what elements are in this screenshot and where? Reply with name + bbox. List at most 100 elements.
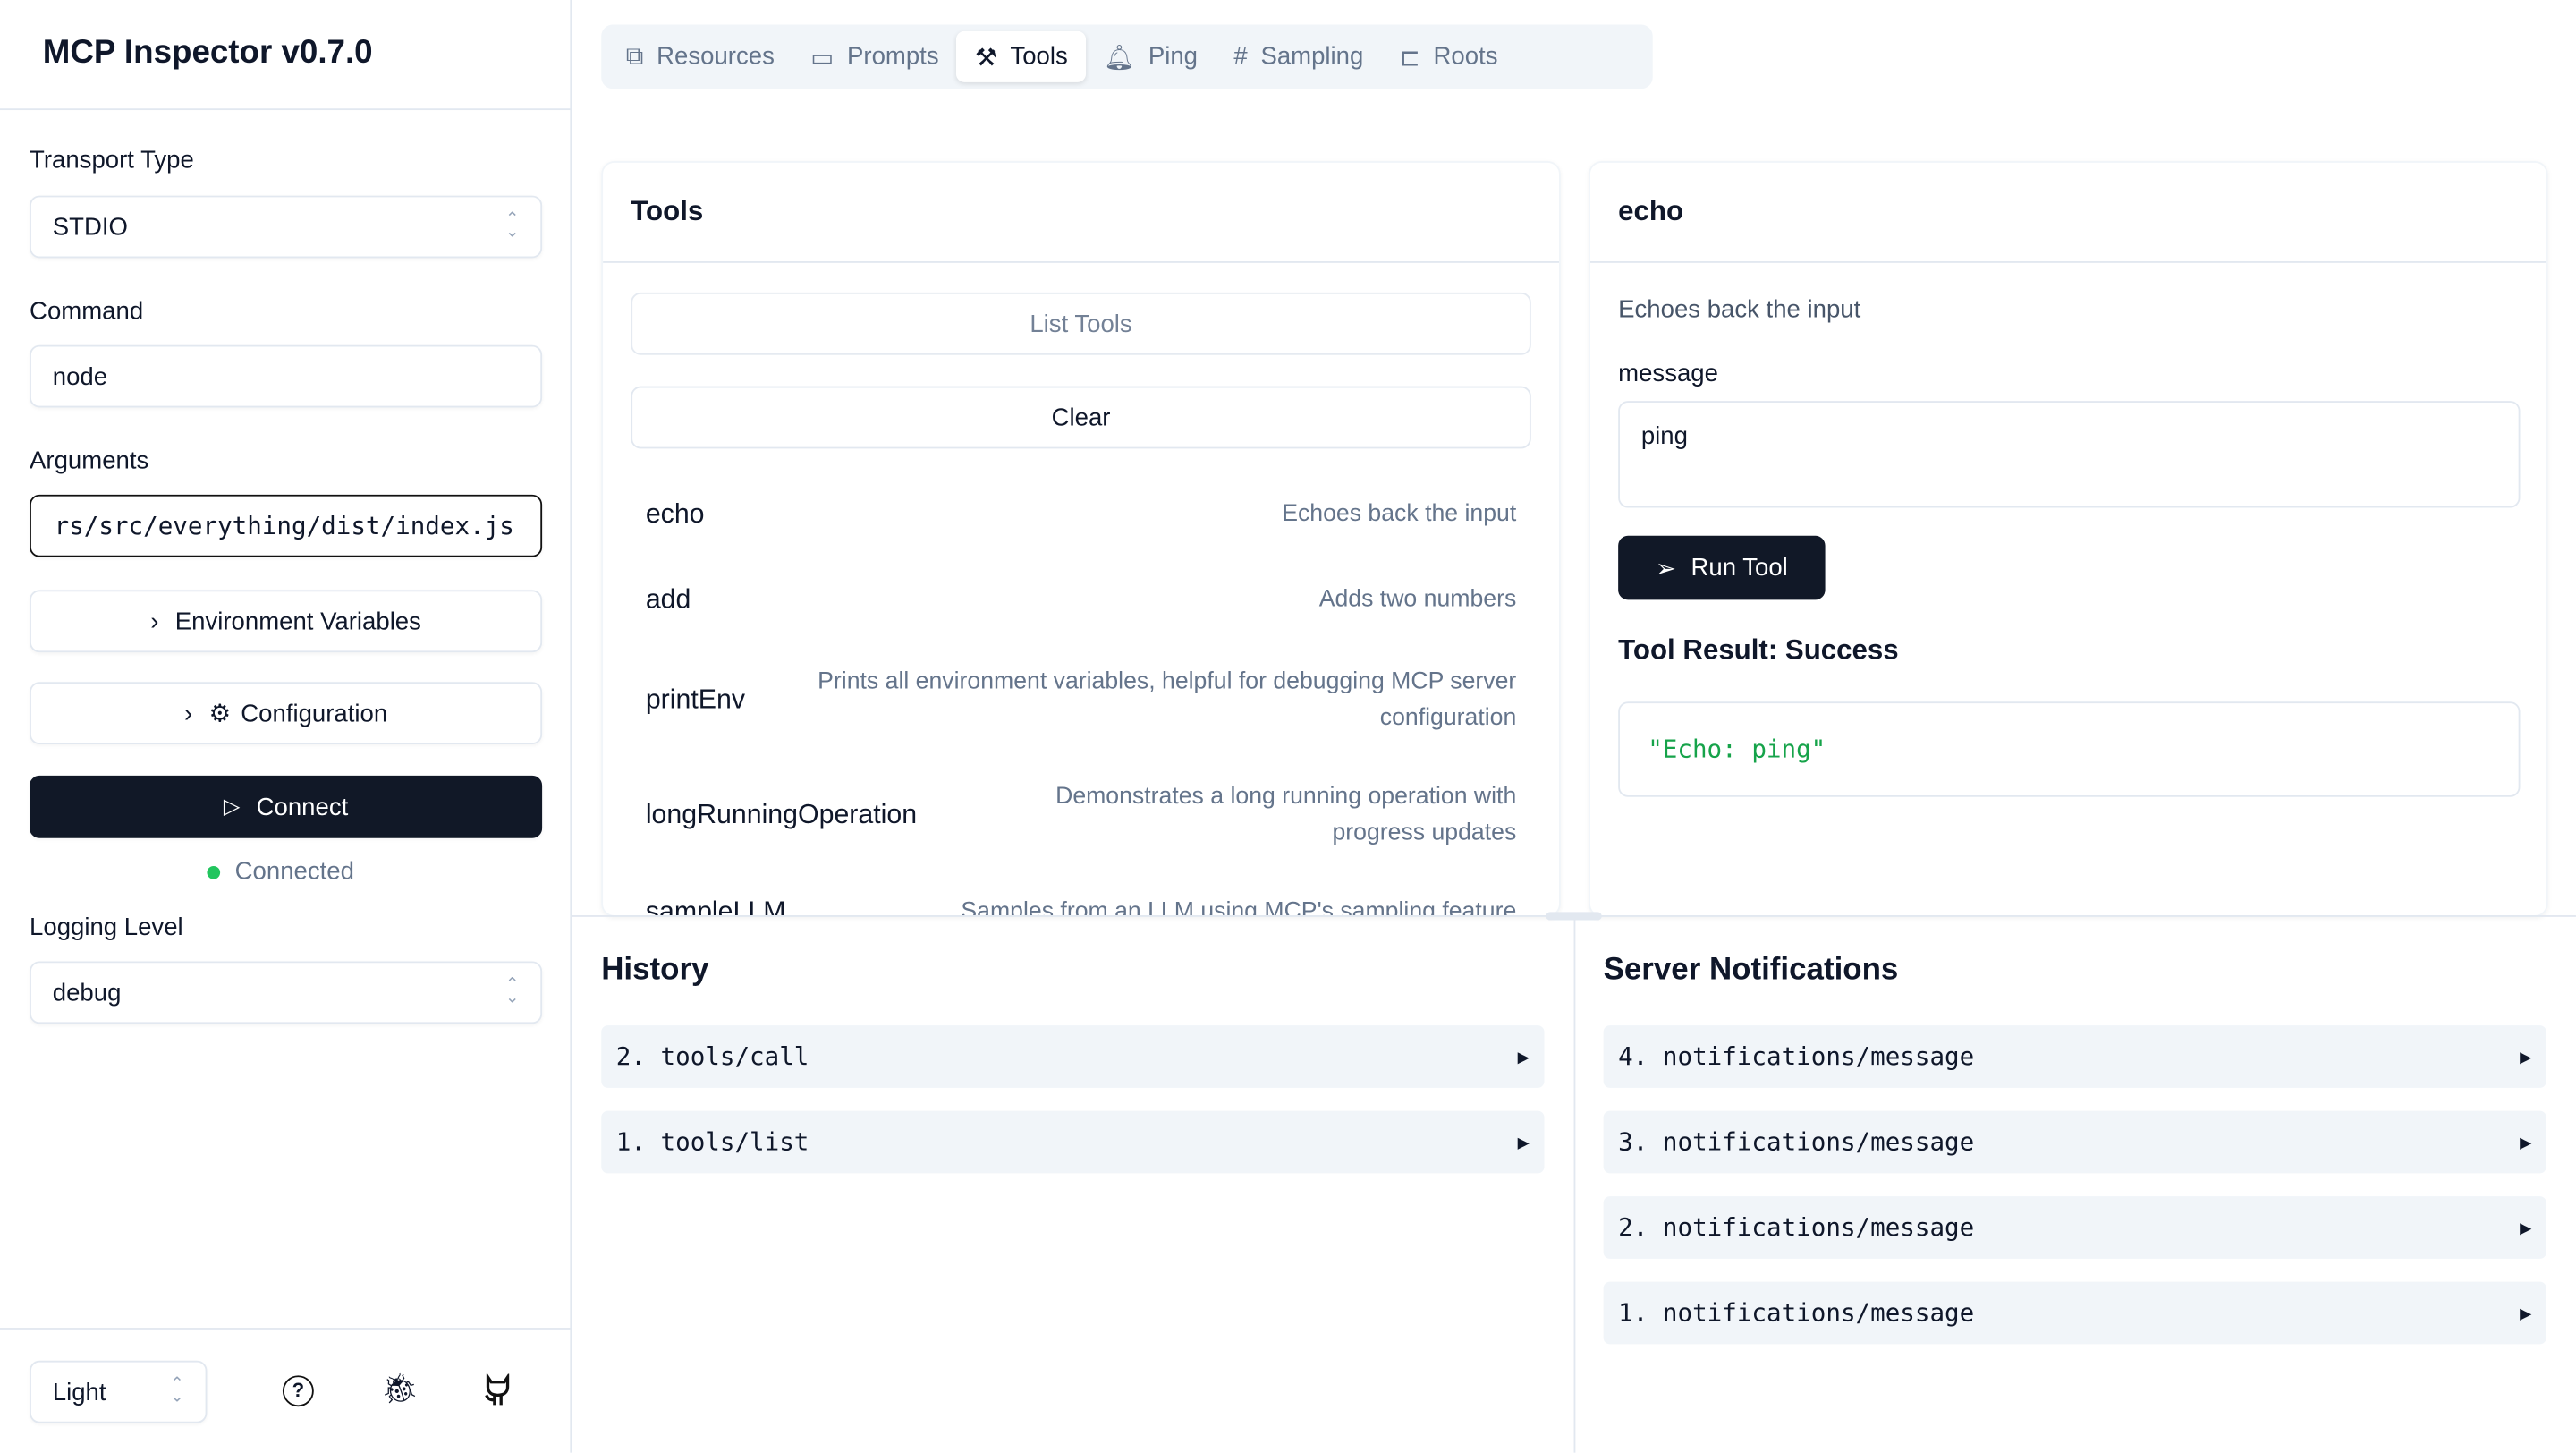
history-item[interactable]: 2. tools/call ▶ [601, 1025, 1545, 1088]
tool-name: sampleLLM [645, 896, 786, 917]
run-tool-label: Run Tool [1690, 553, 1788, 582]
tab-tools[interactable]: ⚒ Tools [956, 30, 1086, 82]
notification-label: 4. notifications/message [1618, 1041, 1975, 1072]
triangle-right-icon: ▶ [2520, 1216, 2532, 1239]
command-input[interactable]: node [30, 344, 543, 408]
arguments-label: Arguments [30, 446, 149, 475]
status-dot-icon [207, 865, 221, 879]
chevrons-up-down-icon: ⌃ ⌄ [170, 1375, 184, 1407]
tool-desc: Samples from an LLM using MCP's sampling… [961, 898, 1517, 917]
environment-variables-button[interactable]: › Environment Variables [30, 590, 543, 653]
theme-value: Light [52, 1378, 106, 1406]
tab-label: Prompts [847, 42, 939, 71]
divider [0, 1328, 572, 1330]
tab-prompts[interactable]: ▭ Prompts [792, 31, 957, 82]
github-icon[interactable] [483, 1372, 513, 1413]
notification-label: 2. notifications/message [1618, 1212, 1975, 1243]
tab-resources[interactable]: ⧉ Resources [608, 31, 792, 82]
tool-desc: Echoes back the input [1282, 501, 1517, 528]
hammer-icon: ⚒ [975, 43, 997, 72]
configuration-button[interactable]: › ⚙ Configuration [30, 682, 543, 745]
sidebar: MCP Inspector v0.7.0 Transport Type STDI… [0, 0, 572, 1453]
connect-button[interactable]: ▷ Connect [30, 775, 543, 838]
tab-bar: ⧉ Resources ▭ Prompts ⚒ Tools 🔔︎ Ping # Sampl… [601, 24, 1653, 89]
gear-icon: ⚙ [208, 700, 232, 728]
notification-item[interactable]: 1. notifications/message ▶ [1603, 1281, 2546, 1345]
chevrons-up-down-icon: ⌃ ⌄ [504, 975, 520, 1007]
resize-handle[interactable] [1546, 912, 1602, 921]
env-label: Environment Variables [174, 607, 421, 635]
notification-label: 1. notifications/message [1618, 1297, 1975, 1329]
tool-desc: Adds two numbers [1318, 586, 1517, 614]
transport-select[interactable]: STDIO ⌃ ⌄ [30, 195, 543, 259]
message-value: ping [1640, 422, 1688, 451]
tool-item-add[interactable]: add Adds two numbers [646, 582, 1516, 617]
notification-label: 3. notifications/message [1618, 1126, 1975, 1158]
logging-level-select[interactable]: debug ⌃ ⌄ [30, 961, 543, 1024]
chevron-right-icon: › [183, 699, 193, 727]
theme-select[interactable]: Light ⌃ ⌄ [30, 1360, 208, 1423]
connection-status: Connected [207, 857, 354, 886]
tool-name: echo [645, 498, 705, 529]
triangle-right-icon: ▶ [1517, 1045, 1530, 1068]
command-value: node [52, 361, 108, 391]
tool-desc: Prints all environment variables, helpfu… [818, 668, 1517, 732]
transport-label: Transport Type [30, 146, 194, 174]
tool-item-printenv[interactable]: printEnv Prints all environment variables… [646, 664, 1516, 736]
chevrons-up-down-icon: ⌃ ⌄ [504, 210, 520, 242]
tool-result-output: "Echo: ping" [1618, 701, 2521, 797]
triangle-right-icon: ▶ [1517, 1130, 1530, 1154]
clear-button[interactable]: Clear [631, 386, 1531, 449]
logging-label: Logging Level [30, 913, 183, 942]
tab-sampling[interactable]: # Sampling [1216, 31, 1381, 82]
tool-item-samplellm[interactable]: sampleLLM Samples from an LLM using MCP's… [645, 894, 1517, 917]
divider [0, 108, 572, 111]
logging-value: debug [52, 978, 122, 1007]
bug-icon[interactable]: 🐞︎ [381, 1372, 419, 1406]
tool-item-echo[interactable]: echo Echoes back the input [646, 497, 1516, 532]
run-tool-button[interactable]: ➢ Run Tool [1618, 535, 1826, 600]
notifications-title: Server Notifications [1603, 953, 1899, 988]
tool-desc: Demonstrates a long running operation wi… [1055, 784, 1517, 846]
history-item-label: 1. tools/list [615, 1126, 809, 1158]
folder-tree-icon: ⊏ [1399, 43, 1420, 72]
history-title: History [601, 953, 709, 988]
tool-name: longRunningOperation [645, 799, 918, 829]
tool-name: printEnv [645, 684, 746, 715]
help-circle-icon[interactable]: ? [282, 1375, 314, 1407]
message-textarea[interactable]: ping [1618, 401, 2521, 508]
triangle-right-icon: ▶ [2520, 1045, 2532, 1068]
tab-label: Resources [657, 42, 775, 71]
vertical-divider [1573, 916, 1576, 1453]
arguments-input[interactable]: rs/src/everything/dist/index.js [30, 494, 543, 557]
history-item[interactable]: 1. tools/list ▶ [601, 1110, 1545, 1174]
arguments-value: rs/src/everything/dist/index.js [54, 511, 514, 541]
notification-item[interactable]: 3. notifications/message ▶ [1603, 1110, 2546, 1174]
history-item-label: 2. tools/call [615, 1041, 809, 1072]
tab-ping[interactable]: 🔔︎ Ping [1086, 31, 1216, 82]
tab-label: Sampling [1260, 42, 1364, 71]
chevron-right-icon: › [150, 607, 159, 635]
notification-item[interactable]: 2. notifications/message ▶ [1603, 1196, 2546, 1259]
notification-item[interactable]: 4. notifications/message ▶ [1603, 1025, 2546, 1088]
triangle-right-icon: ▶ [2520, 1130, 2532, 1154]
tab-roots[interactable]: ⊏ Roots [1382, 31, 1516, 82]
play-icon: ▷ [223, 794, 241, 819]
tool-name: add [645, 583, 691, 615]
files-icon: ⧉ [625, 42, 644, 71]
tools-panel: Tools List Tools Clear echo Echoes back t… [601, 160, 1561, 917]
tools-title: Tools [603, 163, 1560, 263]
bell-icon: 🔔︎ [1104, 43, 1136, 72]
triangle-right-icon: ▶ [2520, 1301, 2532, 1325]
tool-description: Echoes back the input [1618, 295, 1861, 324]
tool-item-longrunningoperation[interactable]: longRunningOperation Demonstrates a long … [646, 779, 1516, 852]
transport-value: STDIO [52, 212, 128, 242]
tool-detail-title: echo [1589, 163, 2546, 263]
tab-label: Ping [1148, 42, 1199, 71]
list-tools-button[interactable]: List Tools [631, 292, 1531, 355]
config-label: Configuration [241, 699, 388, 727]
app-title: MCP Inspector v0.7.0 [42, 34, 373, 71]
tab-label: Tools [1010, 42, 1068, 71]
tool-result-title: Tool Result: Success [1618, 633, 1899, 666]
status-text: Connected [234, 857, 354, 886]
